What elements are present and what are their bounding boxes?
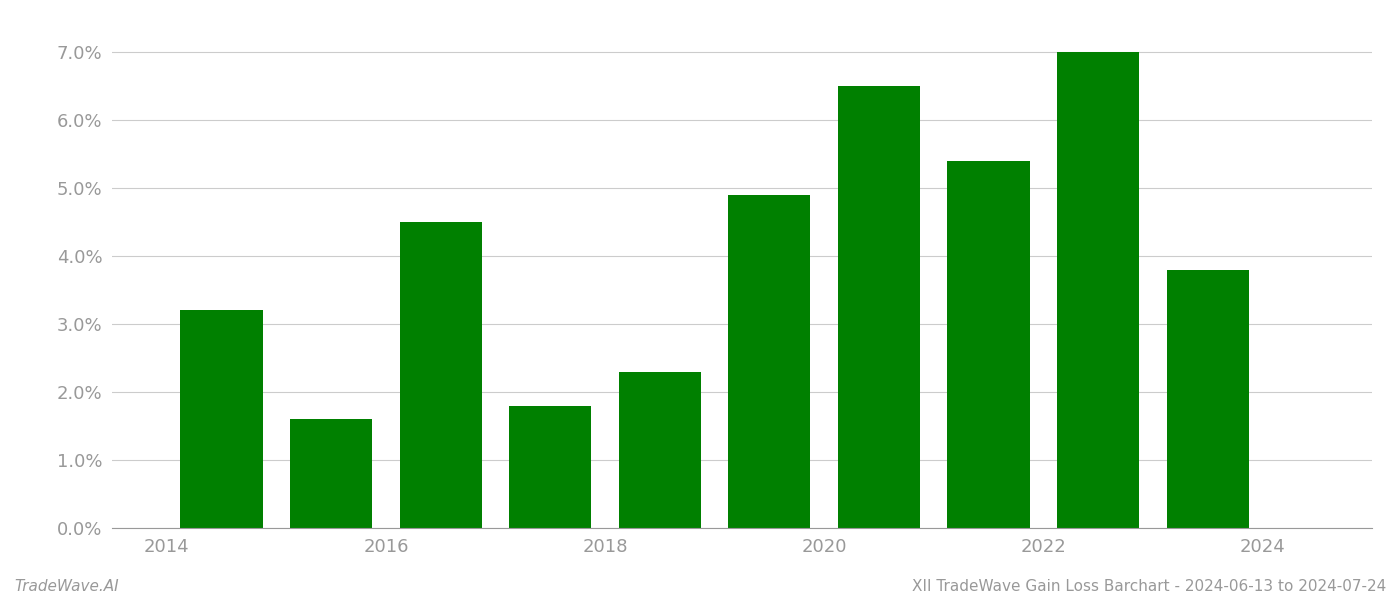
Bar [399, 222, 482, 528]
Bar [1166, 269, 1249, 528]
Bar [290, 419, 372, 528]
Bar [837, 86, 920, 528]
Bar [619, 371, 701, 528]
Text: TradeWave.AI: TradeWave.AI [14, 579, 119, 594]
Bar [510, 406, 591, 528]
Bar [181, 310, 263, 528]
Bar [728, 195, 811, 528]
Bar [1057, 52, 1140, 528]
Text: XII TradeWave Gain Loss Barchart - 2024-06-13 to 2024-07-24: XII TradeWave Gain Loss Barchart - 2024-… [911, 579, 1386, 594]
Bar [948, 161, 1029, 528]
